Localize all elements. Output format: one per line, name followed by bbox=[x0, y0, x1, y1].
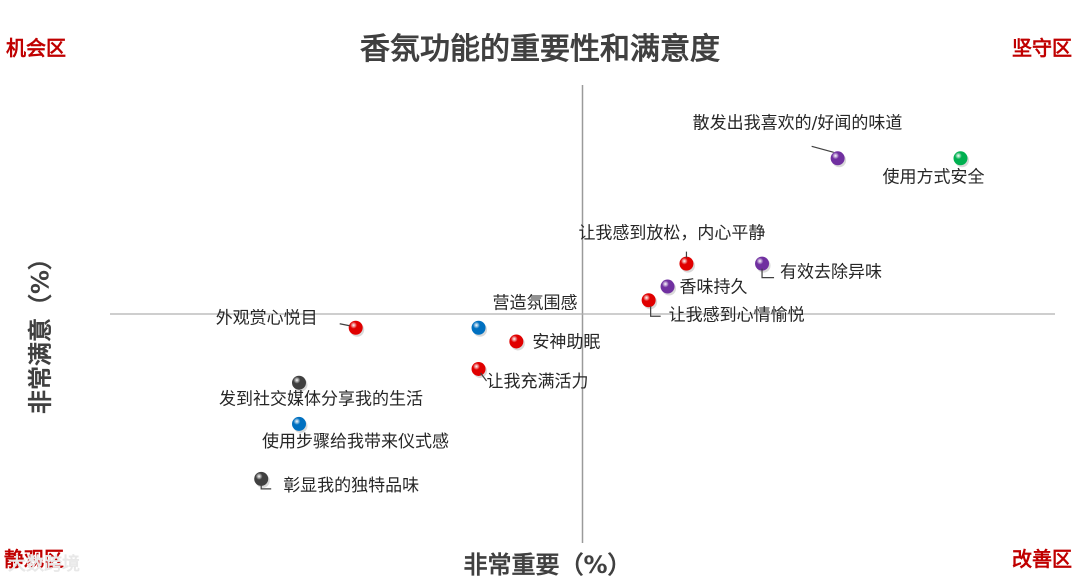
point-label: 有效去除异味 bbox=[780, 263, 882, 283]
leader-line bbox=[260, 484, 272, 490]
point-label: 让我感到放松，内心平静 bbox=[578, 224, 765, 244]
y-axis-label: 非常满意（%） bbox=[26, 245, 55, 415]
data-point: 外观赏心悦目 bbox=[216, 309, 365, 337]
point-label: 使用步骤给我带来仪式感 bbox=[262, 431, 449, 452]
data-point: 使用方式安全 bbox=[883, 151, 985, 187]
point-marker bbox=[292, 416, 306, 431]
data-point: 营造氛围感 bbox=[471, 294, 578, 337]
quadrant-label-bottom-left: 静观区 bbox=[4, 547, 64, 571]
watermark: 大数跨境 bbox=[8, 554, 80, 575]
data-point: 有效去除异味 bbox=[755, 256, 882, 283]
data-point: 香味持久 bbox=[660, 278, 748, 298]
point-label: 让我感到心情愉悦 bbox=[669, 305, 805, 325]
point-marker bbox=[660, 279, 675, 294]
point-marker bbox=[830, 151, 845, 166]
point-marker bbox=[679, 256, 694, 271]
point-label: 香味持久 bbox=[680, 278, 748, 298]
point-marker bbox=[641, 293, 656, 308]
point-marker bbox=[348, 320, 363, 335]
chart-title: 香氛功能的重要性和满意度 bbox=[360, 32, 720, 67]
point-marker bbox=[953, 151, 968, 166]
point-label: 使用方式安全 bbox=[883, 166, 985, 187]
point-label: 让我充满活力 bbox=[487, 372, 589, 392]
leader-line bbox=[480, 372, 488, 382]
data-point: 使用步骤给我带来仪式感 bbox=[262, 416, 449, 452]
point-label: 营造氛围感 bbox=[493, 294, 578, 314]
point-label: 散发出我喜欢的/好闻的味道 bbox=[693, 113, 903, 133]
point-marker bbox=[471, 320, 486, 335]
point-label: 彰显我的独特品味 bbox=[283, 476, 419, 496]
data-point: 发到社交媒体分享我的生活 bbox=[219, 375, 423, 410]
point-marker bbox=[509, 334, 524, 349]
leader-line bbox=[811, 145, 834, 153]
point-marker bbox=[755, 256, 770, 271]
data-point: 散发出我喜欢的/好闻的味道 bbox=[693, 113, 903, 168]
point-label: 发到社交媒体分享我的生活 bbox=[219, 390, 423, 410]
point-label: 安神助眠 bbox=[532, 332, 600, 352]
data-point: 让我感到放松，内心平静 bbox=[578, 224, 765, 273]
x-axis-label: 非常重要（%） bbox=[463, 551, 632, 579]
point-label: 外观赏心悦目 bbox=[216, 309, 318, 329]
quadrant-label-bottom-right: 改善区 bbox=[1012, 547, 1072, 571]
data-point: 让我充满活力 bbox=[471, 361, 589, 392]
leader-line bbox=[761, 268, 775, 279]
point-marker bbox=[471, 361, 486, 376]
point-marker bbox=[292, 375, 306, 390]
quadrant-label-top-left: 机会区 bbox=[6, 36, 66, 60]
leader-line bbox=[650, 306, 661, 317]
data-point: 安神助眠 bbox=[509, 332, 600, 352]
data-point: 彰显我的独特品味 bbox=[254, 471, 419, 496]
point-marker bbox=[254, 471, 269, 486]
data-point: 让我感到心情愉悦 bbox=[641, 293, 805, 325]
leader-line bbox=[339, 323, 350, 327]
quadrant-label-top-right: 坚守区 bbox=[1012, 36, 1072, 60]
